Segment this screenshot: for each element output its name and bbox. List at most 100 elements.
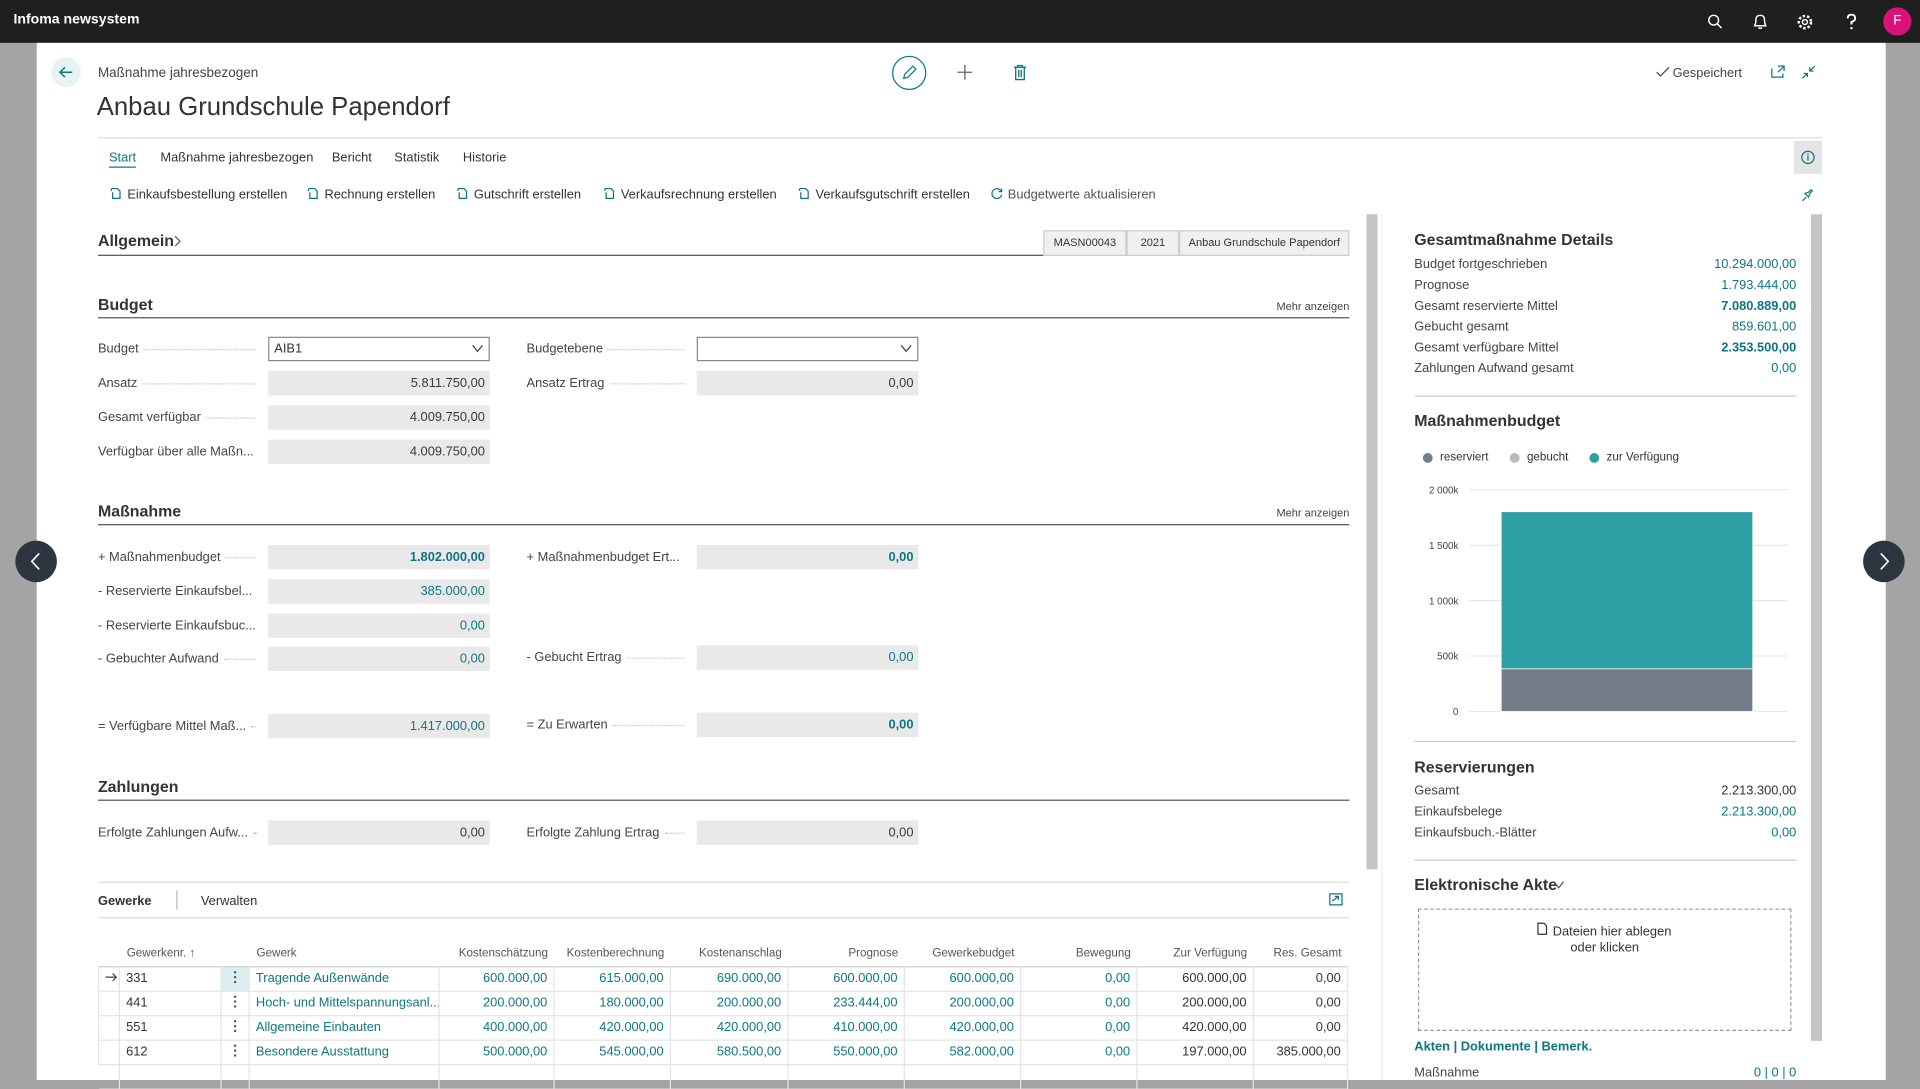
next-record[interactable] (1862, 540, 1905, 583)
show-more[interactable]: Mehr anzeigen (1276, 300, 1350, 313)
legend-label[interactable]: zur Verfügung (1606, 450, 1679, 465)
tab[interactable]: Start (108, 151, 137, 168)
part-tab[interactable]: Verwalten (200, 893, 258, 909)
cell-5[interactable]: 550.000,00 (787, 1039, 905, 1065)
legend-label[interactable]: gebucht (1526, 450, 1569, 465)
avatar[interactable]: F (1883, 7, 1912, 36)
section-title[interactable]: Zahlungen (97, 777, 179, 796)
cell-5[interactable]: 600.000,00 (787, 966, 905, 992)
cell-3[interactable]: 420.000,00 (554, 1015, 672, 1041)
cell-4[interactable]: 420.000,00 (670, 1015, 789, 1041)
collapse-button[interactable] (1801, 65, 1816, 80)
fact-value[interactable]: 0,00 (1771, 825, 1797, 840)
action[interactable]: Rechnung erstellen (324, 187, 436, 203)
cell-4[interactable]: 690.000,00 (670, 966, 789, 992)
cell-4[interactable]: 200.000,00 (670, 990, 789, 1016)
cell-7[interactable]: 0,00 (1020, 990, 1138, 1016)
section-title[interactable]: Maßnahme (97, 502, 182, 521)
table-row[interactable]: 612 Besondere Ausstattung 500.000,00 545.00… (97, 1039, 1349, 1065)
field-value[interactable]: 1.802.000,00 (409, 549, 485, 565)
tab[interactable]: Statistik (394, 150, 440, 166)
scrollbar[interactable] (1366, 214, 1378, 870)
cell-6[interactable]: 582.000,00 (904, 1039, 1022, 1065)
cell-7[interactable]: 0,00 (1020, 1015, 1138, 1041)
cell-6[interactable]: 600.000,00 (904, 966, 1022, 992)
cell-3[interactable]: 180.000,00 (554, 990, 672, 1016)
akte-links[interactable]: Akten | Dokumente | Bemerk. (1414, 1039, 1593, 1055)
new-button[interactable] (956, 64, 973, 81)
chevron[interactable] (1553, 879, 1565, 894)
part-tab[interactable]: Gewerke (97, 893, 152, 909)
action[interactable]: Einkaufsbestellung erstellen (127, 187, 288, 203)
cell-2[interactable]: 600.000,00 (438, 966, 555, 992)
bell-icon[interactable] (1752, 13, 1768, 30)
back-button[interactable] (50, 56, 82, 88)
show-more[interactable]: Mehr anzeigen (1276, 506, 1350, 520)
fact-title[interactable]: Elektronische Akte (1414, 875, 1558, 894)
dropdown[interactable] (696, 336, 919, 362)
delete-button[interactable] (1013, 64, 1028, 81)
fact-value[interactable]: 0 | 0 | 0 (1753, 1065, 1797, 1080)
field-value[interactable]: 0,00 (888, 650, 914, 665)
app-name[interactable]: Infoma newsystem (13, 12, 140, 27)
help-icon[interactable] (1844, 12, 1859, 32)
fact-value[interactable]: 0,00 (1771, 361, 1797, 376)
fact-value[interactable]: 859.601,00 (1731, 319, 1797, 335)
cell-2[interactable]: 200.000,00 (438, 990, 555, 1016)
cell-6[interactable]: 420.000,00 (904, 1015, 1022, 1041)
chevron[interactable] (174, 235, 183, 251)
cell-1[interactable]: Besondere Ausstattung (249, 1039, 440, 1065)
cell-2[interactable]: 400.000,00 (438, 1015, 555, 1041)
field-value[interactable]: 0,00 (459, 618, 485, 634)
action[interactable]: Verkaufsrechnung erstellen (620, 187, 777, 203)
cell-5[interactable]: 233.444,00 (787, 990, 905, 1016)
info-pane-toggle[interactable] (1793, 140, 1823, 174)
cell-7[interactable]: 0,00 (1020, 966, 1138, 992)
table-row[interactable]: 331 Tragende Außenwände 600.000,00 615.000,… (97, 966, 1349, 992)
fact-value[interactable]: 1.793.444,00 (1721, 277, 1797, 293)
fact-value[interactable]: 2.213.300,00 (1721, 804, 1797, 820)
cell-6[interactable]: 200.000,00 (904, 990, 1022, 1016)
field-value[interactable]: 1.417.000,00 (409, 718, 485, 734)
scrollbar[interactable] (1811, 214, 1823, 1041)
settings-icon[interactable] (1796, 13, 1813, 30)
expand-icon[interactable] (1329, 893, 1344, 910)
legend-label[interactable]: reserviert (1440, 450, 1489, 465)
cell-1[interactable]: Tragende Außenwände (249, 966, 440, 992)
field-value[interactable]: 385.000,00 (420, 584, 485, 599)
fact-value[interactable]: 2.353.500,00 (1721, 340, 1797, 356)
tab[interactable]: Bericht (331, 150, 372, 166)
cell-1[interactable]: Allgemeine Einbauten (249, 1015, 440, 1041)
table-row[interactable]: 441 Hoch- und Mittelspannungsanl... 200.00… (97, 990, 1349, 1016)
part-line (97, 881, 1350, 883)
field-value[interactable]: 0,00 (459, 651, 485, 667)
dropdown[interactable]: AIB1 (268, 336, 490, 362)
action[interactable]: Verkaufsgutschrift erstellen (815, 187, 970, 203)
field-value[interactable]: 0,00 (888, 549, 914, 565)
edit-button[interactable] (891, 55, 927, 91)
drop-zone[interactable]: Dateien hier ablegen oder klicken (1417, 908, 1792, 1032)
previous-record[interactable] (15, 540, 58, 583)
open-new-window[interactable] (1771, 65, 1786, 78)
fact-value[interactable]: 7.080.889,00 (1721, 298, 1797, 314)
bar-segment (1500, 511, 1754, 670)
action[interactable]: Budgetwerte aktualisieren (1007, 187, 1156, 203)
action[interactable]: Gutschrift erstellen (473, 187, 582, 203)
section-title[interactable]: Allgemein (97, 231, 175, 250)
section-title[interactable]: Budget (97, 295, 153, 314)
cell-3[interactable]: 545.000,00 (554, 1039, 672, 1065)
cell-1[interactable]: Hoch- und Mittelspannungsanl... (249, 990, 440, 1016)
table-row[interactable]: 551 Allgemeine Einbauten 400.000,00 420.000… (97, 1015, 1349, 1041)
cell-7[interactable]: 0,00 (1020, 1039, 1138, 1065)
cell-3[interactable]: 615.000,00 (554, 966, 672, 992)
search-icon[interactable] (1707, 13, 1723, 29)
tab[interactable]: Maßnahme jahresbezogen (160, 150, 314, 166)
cell-5[interactable]: 410.000,00 (787, 1015, 905, 1041)
cell-0: 551 (119, 1015, 222, 1041)
pin-icon[interactable] (1800, 187, 1815, 202)
tab[interactable]: Historie (462, 150, 507, 166)
fact-value[interactable]: 10.294.000,00 (1714, 257, 1797, 272)
field-value[interactable]: 0,00 (888, 717, 914, 733)
cell-2[interactable]: 500.000,00 (438, 1039, 555, 1065)
cell-4[interactable]: 580.500,00 (670, 1039, 789, 1065)
